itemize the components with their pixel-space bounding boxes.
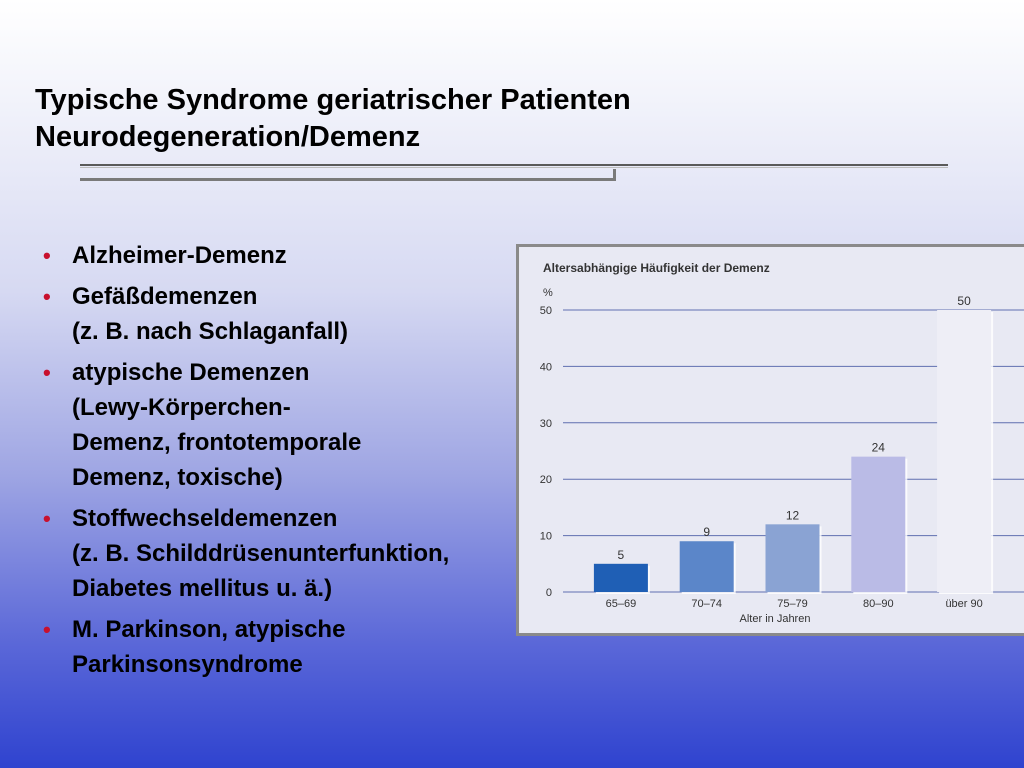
dementia-frequency-chart: Altersabhängige Häufigkeit der Demenz% 0 1… (540, 261, 1024, 625)
title-line-1: Typische Syndrome geriatrischer Patiente… (35, 84, 631, 116)
bar (593, 563, 648, 592)
bullet-text: Diabetes mellitus u. ä.) (72, 575, 333, 602)
y-tick-label: 40 (540, 361, 552, 373)
bullet-text: Demenz, frontotemporale (72, 429, 362, 456)
chart-frame: Altersabhängige Häufigkeit der Demenz% 0 1… (516, 244, 1024, 636)
bullet-item: • Stoffwechseldemenzen (z. B. Schilddrüsen… (43, 501, 513, 606)
bullet-item: • Alzheimer-Demenz (43, 238, 513, 273)
title-rule-lower (80, 178, 616, 181)
bullet-marker: • (43, 284, 51, 309)
x-axis-label: Alter in Jahren (740, 613, 811, 625)
data-label: 50 (957, 294, 971, 308)
x-tick-label: 80–90 (863, 598, 894, 610)
bullet-text: (z. B. Schilddrüsenunterfunktion, (72, 540, 450, 567)
title-rule-upper-shadow (80, 167, 948, 168)
bullet-marker: • (43, 360, 51, 385)
x-tick-label: 65–69 (606, 598, 637, 610)
bullet-text: atypische Demenzen (72, 359, 310, 386)
bullet-text: (z. B. nach Schlaganfall) (72, 318, 349, 345)
y-tick-label: 30 (540, 418, 552, 430)
bullet-marker: • (43, 617, 51, 642)
bullet-text: (Lewy-Körperchen- (72, 394, 291, 421)
bullet-list: • Alzheimer-Demenz • Gefäßdemenzen (z. B. na… (43, 238, 513, 688)
bullet-text: Stoffwechseldemenzen (72, 505, 338, 532)
y-tick-label: 50 (540, 305, 552, 317)
y-tick-label: 10 (540, 531, 552, 543)
bullet-marker: • (43, 243, 51, 268)
bar (765, 524, 820, 592)
bullet-text: Gefäßdemenzen (72, 283, 258, 310)
bullet-item: • atypische Demenzen (Lewy-Körperchen- Deme… (43, 355, 513, 495)
bullet-item: • M. Parkinson, atypische Parkinsonsyndrom… (43, 612, 513, 682)
bar (937, 310, 992, 592)
bar (851, 456, 906, 592)
data-label: 12 (786, 508, 800, 522)
title-rule-tick (613, 169, 616, 180)
x-tick-label: 70–74 (691, 598, 722, 610)
bar (679, 541, 734, 592)
x-tick-label: 75–79 (777, 598, 808, 610)
data-label: 24 (872, 441, 886, 455)
y-tick-label: 0 (546, 587, 552, 599)
chart-title: Altersabhängige Häufigkeit der Demenz (543, 261, 770, 275)
bullet-text: Alzheimer-Demenz (72, 242, 287, 269)
bullet-text: Demenz, toxische) (72, 464, 283, 491)
title-rule-upper (80, 164, 948, 166)
data-label: 5 (618, 548, 625, 562)
bullet-text: Parkinsonsyndrome (72, 651, 303, 678)
bullet-item: • Gefäßdemenzen (z. B. nach Schlaganfall) (43, 279, 513, 349)
slide-title: Typische Syndrome geriatrischer Patiente… (35, 82, 631, 156)
x-tick-label: über 90 (945, 598, 982, 610)
y-unit-label: % (543, 287, 553, 299)
data-label: 9 (703, 525, 710, 539)
title-line-2: Neurodegeneration/Demenz (35, 121, 421, 153)
bullet-marker: • (43, 506, 51, 531)
bullet-text: M. Parkinson, atypische (72, 616, 346, 643)
y-tick-label: 20 (540, 474, 552, 486)
